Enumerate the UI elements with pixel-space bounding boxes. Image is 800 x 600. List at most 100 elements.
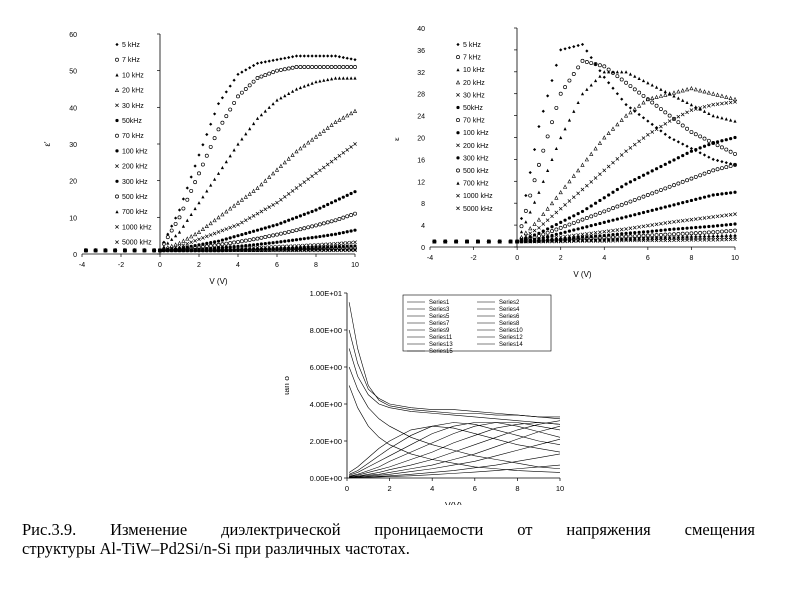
data-point [668,160,672,164]
data-point [228,84,232,88]
data-point [337,153,342,158]
data-point [589,151,594,156]
data-point [637,175,641,180]
data-point [628,231,633,235]
data-point [589,238,594,243]
data-point [728,149,733,154]
data-point [602,237,606,241]
data-point [546,94,550,98]
data-point [672,94,676,98]
data-point [278,231,283,236]
data-point [220,212,225,217]
data-point [672,232,676,237]
data-point [694,197,698,201]
legend-marker [456,131,460,135]
data-point [632,238,637,243]
data-point [224,248,229,253]
data-point [571,72,576,76]
legend-marker [115,179,119,183]
data-point [654,85,659,89]
data-point [224,209,229,214]
data-point [181,243,186,248]
data-point [637,90,642,95]
x-axis-label: V(V) [445,500,462,505]
data-point [537,124,541,129]
data-point [702,230,707,235]
data-point [663,186,668,191]
data-point [567,118,572,122]
y-tick-label: 2.00E+00 [310,437,342,446]
y-tick-label: 8.00E+00 [310,326,342,335]
data-point [290,189,295,193]
series-line [348,348,561,425]
data-point [711,157,715,161]
data-point [240,137,244,141]
data-point [333,54,338,58]
data-point [663,205,667,209]
data-point [628,110,633,115]
data-point [337,216,342,221]
data-point [224,160,228,164]
data-point [593,239,598,243]
data-point [201,195,205,199]
data-point [294,215,299,219]
data-point [317,131,322,136]
data-point [174,216,178,220]
data-point [337,65,342,69]
data-point [232,240,237,245]
data-point [606,237,611,242]
data-point [318,79,322,83]
data-point [329,248,334,253]
data-point [204,153,209,158]
data-point [646,238,650,243]
data-point [571,233,576,238]
data-point [267,174,272,179]
x-tick-label: -2 [470,255,476,262]
data-point [659,164,663,169]
legend-marker [456,42,460,47]
data-point [267,205,272,209]
data-point [637,225,641,229]
data-point [310,248,314,253]
data-point [620,185,624,189]
data-point [251,188,256,193]
data-point [580,238,585,243]
data-point [353,65,357,69]
data-point [113,248,117,253]
data-point [558,91,563,96]
x-tick-label: 0 [345,484,349,493]
data-point [263,109,267,113]
data-point [302,226,307,231]
data-point [302,237,306,241]
data-point [313,134,319,139]
data-point [545,206,550,211]
data-point [650,169,654,173]
data-point [224,90,228,94]
data-point [724,161,728,165]
data-point [650,130,655,134]
data-point [306,236,310,240]
data-point [550,239,554,244]
data-point [711,114,715,118]
data-point [333,232,338,236]
data-point [271,58,275,62]
data-point [706,230,711,235]
y-tick-label: 30 [69,142,77,149]
data-point [345,148,350,152]
data-point [329,122,334,127]
legend-marker [114,87,120,92]
legend-label: Series6 [499,314,520,320]
data-point [545,239,550,244]
data-point [637,112,641,117]
legend-marker [115,225,119,229]
data-point [589,224,593,228]
data-point [641,210,646,215]
y-tick-label: 28 [417,92,425,99]
data-point [580,42,585,47]
data-point [633,231,637,235]
data-point [326,248,330,252]
data-point [251,248,256,253]
data-point [255,61,260,65]
legend-marker [456,168,460,173]
data-point [528,170,532,175]
